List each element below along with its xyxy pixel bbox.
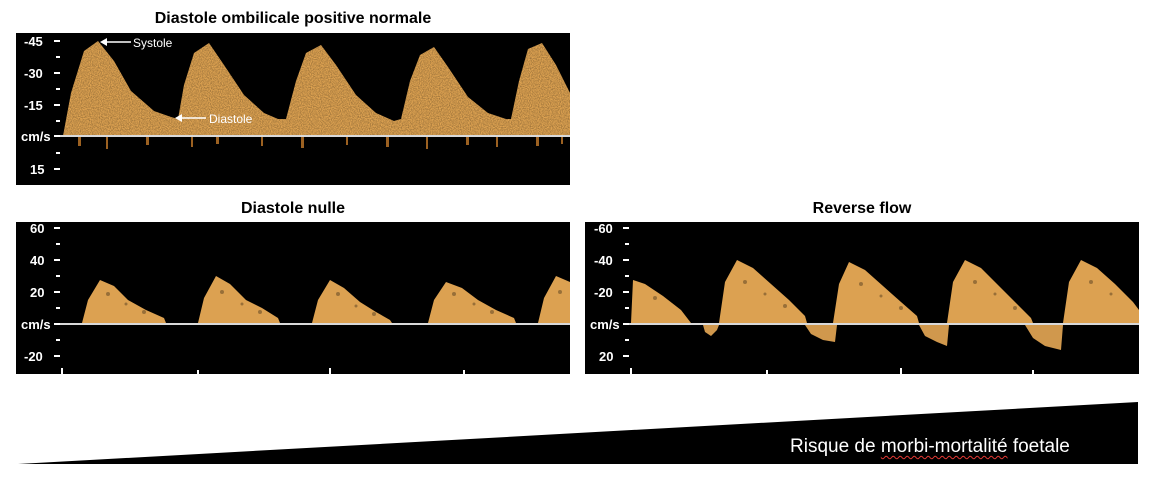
y-tick-label: -20 bbox=[24, 349, 43, 364]
y-tick-label: 20 bbox=[30, 285, 45, 300]
y-unit-label: cm/s bbox=[21, 129, 51, 144]
y-tick-label: 60 bbox=[30, 222, 45, 236]
systole-arrow bbox=[100, 38, 131, 46]
axis-tick-marks bbox=[54, 40, 60, 170]
diastole-arrow bbox=[175, 114, 206, 122]
panel-title-null: Diastole nulle bbox=[240, 200, 346, 217]
y-tick-label: -30 bbox=[24, 66, 43, 81]
time-ticks bbox=[61, 368, 465, 374]
y-tick-label: -40 bbox=[594, 253, 613, 268]
waveform-fill-forward bbox=[631, 260, 1139, 323]
risk-label: Risque de morbi-mortalité foetale bbox=[790, 436, 1070, 457]
y-tick-label: -20 bbox=[594, 285, 613, 300]
y-tick-label: -15 bbox=[24, 98, 43, 113]
waveform-noise-below bbox=[78, 137, 563, 149]
y-unit-label: cm/s bbox=[21, 317, 51, 332]
time-ticks bbox=[630, 368, 1034, 374]
panel-title-normal: Diastole ombilicale positive normale bbox=[154, 10, 432, 27]
y-unit-label: cm/s bbox=[590, 317, 620, 332]
doppler-panel-normal: -45 -30 -15 cm/s 15 Systole Diastole bbox=[16, 33, 570, 185]
waveform-fill bbox=[82, 276, 570, 323]
doppler-waveform-reverse bbox=[623, 227, 1139, 374]
doppler-waveform-null bbox=[54, 227, 570, 374]
y-tick-label: 15 bbox=[30, 162, 45, 177]
axis-tick-marks bbox=[623, 227, 629, 357]
doppler-panel-null: 60 40 20 cm/s -20 bbox=[16, 222, 570, 374]
y-tick-label: -45 bbox=[24, 34, 43, 49]
systole-label: Systole bbox=[133, 36, 173, 50]
diastole-label: Diastole bbox=[209, 112, 253, 126]
waveform-speckle bbox=[106, 290, 562, 316]
doppler-panel-reverse: -60 -40 -20 cm/s 20 bbox=[585, 222, 1139, 374]
panel-title-reverse: Reverse flow bbox=[812, 200, 912, 217]
y-tick-label: -60 bbox=[594, 222, 613, 236]
waveform-speckle bbox=[653, 280, 1113, 310]
waveform-fill-reverse bbox=[703, 325, 1063, 350]
y-tick-label: 40 bbox=[30, 253, 45, 268]
y-tick-label: 20 bbox=[599, 349, 614, 364]
axis-tick-marks bbox=[54, 227, 60, 357]
doppler-waveform-normal bbox=[54, 38, 570, 170]
